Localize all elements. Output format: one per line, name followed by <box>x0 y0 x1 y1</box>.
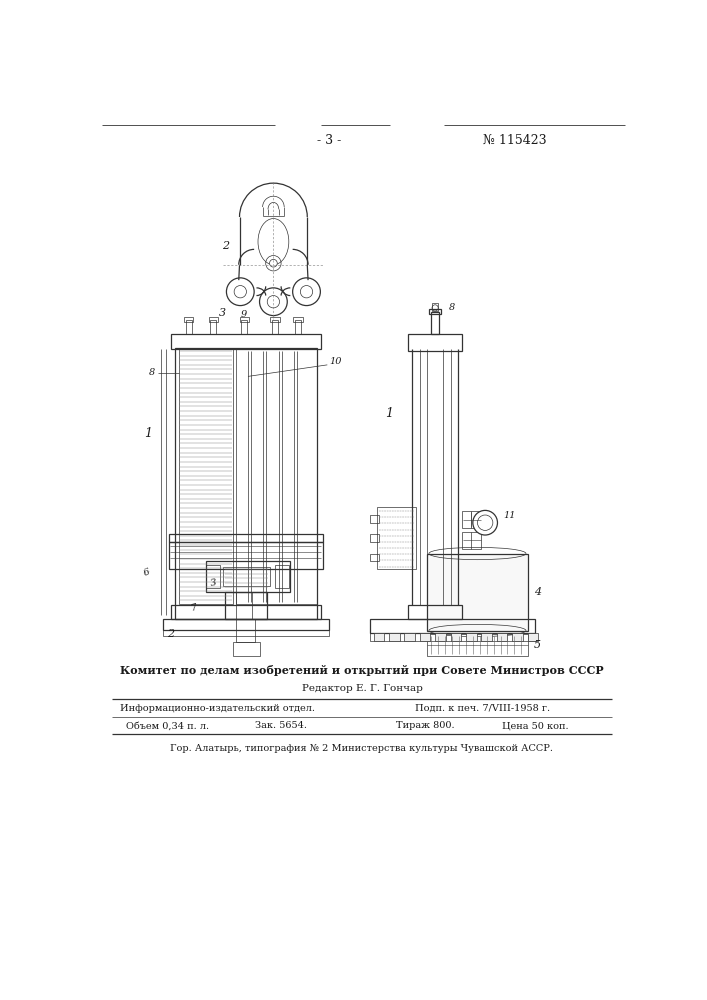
Bar <box>370 633 535 641</box>
Bar <box>169 542 324 569</box>
Bar <box>462 511 481 528</box>
Text: 5: 5 <box>534 640 541 650</box>
Bar <box>171 334 321 349</box>
Text: Информационно-издательский отдел.: Информационно-издательский отдел. <box>119 704 315 713</box>
Bar <box>373 633 385 641</box>
Bar <box>293 317 303 322</box>
Bar <box>512 633 523 641</box>
Bar <box>272 320 278 334</box>
Bar <box>404 633 415 641</box>
Circle shape <box>234 286 247 298</box>
Bar <box>428 634 527 656</box>
Bar <box>236 619 255 642</box>
Bar <box>275 565 288 588</box>
Bar <box>370 515 379 523</box>
Bar <box>429 309 441 314</box>
Text: 8: 8 <box>449 303 455 312</box>
Bar <box>179 349 233 604</box>
Text: 1: 1 <box>385 407 393 420</box>
Bar <box>233 642 259 656</box>
Bar <box>236 349 317 604</box>
Bar <box>206 561 291 592</box>
Bar <box>206 565 219 588</box>
Text: Объем 0,34 п. л.: Объем 0,34 п. л. <box>126 721 209 730</box>
Circle shape <box>300 286 312 298</box>
Text: 4: 4 <box>534 587 541 597</box>
Bar <box>462 532 481 549</box>
Text: - 3 -: - 3 - <box>317 134 341 147</box>
Bar <box>270 317 279 322</box>
Bar <box>295 320 301 334</box>
Bar <box>175 348 317 619</box>
Text: 7: 7 <box>189 602 198 613</box>
Bar <box>209 317 218 322</box>
Text: № 115423: № 115423 <box>483 134 547 147</box>
Bar <box>378 507 416 569</box>
Circle shape <box>267 296 279 308</box>
Bar <box>432 303 438 311</box>
Text: 9: 9 <box>241 310 247 319</box>
Text: 2: 2 <box>168 629 175 639</box>
Bar <box>241 320 247 334</box>
Bar <box>527 633 538 641</box>
Bar <box>408 605 462 619</box>
Text: 1: 1 <box>144 427 152 440</box>
Text: 3: 3 <box>209 578 217 588</box>
Bar <box>370 619 535 633</box>
Bar <box>420 633 431 641</box>
Text: Гор. Алатырь, типография № 2 Министерства культуры Чувашской АССР.: Гор. Алатырь, типография № 2 Министерств… <box>170 744 554 753</box>
Bar <box>481 633 492 641</box>
Bar <box>169 534 324 542</box>
Text: 6: 6 <box>143 567 152 578</box>
Bar <box>428 554 527 631</box>
Text: 2: 2 <box>221 241 229 251</box>
Text: Тираж 800.: Тираж 800. <box>396 721 455 730</box>
Text: Зак. 5654.: Зак. 5654. <box>255 721 307 730</box>
Bar <box>435 633 446 641</box>
Text: Редактор Е. Г. Гончар: Редактор Е. Г. Гончар <box>301 684 422 693</box>
Bar <box>186 320 192 334</box>
Bar <box>370 554 379 561</box>
Bar <box>210 320 216 334</box>
Circle shape <box>269 259 277 267</box>
Bar <box>389 633 399 641</box>
Bar <box>163 630 329 636</box>
Text: 10: 10 <box>329 357 341 366</box>
Bar <box>171 605 321 619</box>
Bar <box>163 619 329 630</box>
Bar <box>225 592 267 619</box>
Bar <box>223 567 269 586</box>
Text: Комитет по делам изобретений и открытий при Совете Министров СССР: Комитет по делам изобретений и открытий … <box>120 665 604 676</box>
Bar <box>450 633 461 641</box>
Bar <box>431 312 439 334</box>
Bar <box>497 633 508 641</box>
Text: 8: 8 <box>148 368 155 377</box>
Bar <box>408 334 462 351</box>
Bar <box>370 534 379 542</box>
Text: Подп. к печ. 7/VIII-1958 г.: Подп. к печ. 7/VIII-1958 г. <box>415 704 551 713</box>
Text: Цена 50 коп.: Цена 50 коп. <box>502 721 568 730</box>
Text: 3: 3 <box>218 308 226 318</box>
Bar <box>184 317 193 322</box>
Bar <box>240 317 249 322</box>
Text: 11: 11 <box>503 511 515 520</box>
Bar <box>466 633 477 641</box>
Circle shape <box>473 510 498 535</box>
